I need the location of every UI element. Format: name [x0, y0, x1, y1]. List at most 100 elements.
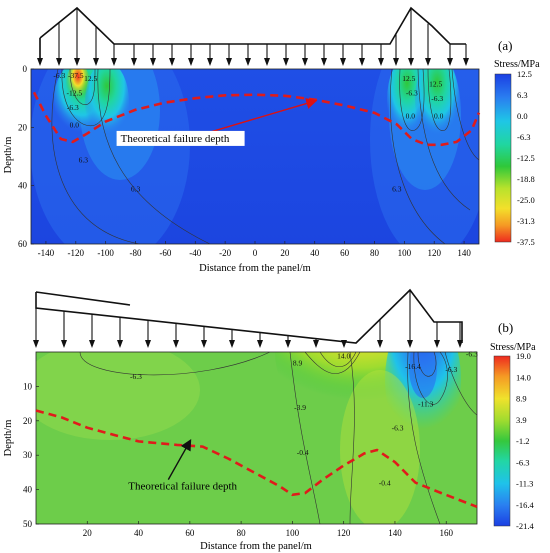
colorbar-title-b: Stress/MPa — [490, 342, 536, 353]
colorbar-tick-a-5: -18.8 — [517, 174, 535, 184]
colorbar-tick-a-8: -37.5 — [517, 237, 535, 247]
load-arrowhead-b-9 — [285, 340, 291, 348]
x-tick-label-a-3: -80 — [130, 248, 142, 258]
load-arrowhead-a-8 — [188, 58, 194, 66]
y-tick-label-b-0: 10 — [23, 381, 33, 391]
load-arrowhead-a-2 — [74, 58, 80, 66]
load-arrowhead-b-7 — [229, 340, 235, 348]
load-arrowhead-a-20 — [408, 58, 414, 66]
colorbar-tick-b-0: 19.0 — [516, 351, 531, 361]
y-axis-label-a: Depth/m — [3, 137, 14, 174]
y-axis-label-b: Depth/m — [3, 420, 14, 457]
colorbar-tick-b-4: -1.2 — [516, 436, 529, 446]
load-arrowhead-b-0 — [33, 340, 39, 348]
x-tick-label-b-4: 100 — [286, 528, 300, 538]
load-arrowhead-a-17 — [359, 58, 365, 66]
contour-label-b-1: 8.9 — [293, 358, 303, 367]
load-diagram-b — [35, 288, 463, 344]
load-arrowhead-a-19 — [393, 58, 399, 66]
y-tick-label-b-3: 40 — [23, 485, 33, 495]
load-arrowhead-b-2 — [89, 340, 95, 348]
plot-frame-b — [35, 351, 478, 525]
load-arrowhead-a-21 — [425, 58, 431, 66]
load-arrowhead-b-11 — [341, 340, 347, 348]
load-arrowhead-a-3 — [93, 58, 99, 66]
contour-label-a-14: 6.3 — [392, 185, 402, 194]
contour-label-b-7: -6.3 — [445, 365, 457, 374]
contour-label-a-13: 6.3 — [131, 185, 141, 194]
contour-label-a-9: -6.3 — [406, 88, 418, 97]
colorbar-tick-b-3: 3.9 — [516, 415, 527, 425]
contour-label-a-6: 6.3 — [79, 155, 89, 164]
contour-labels-b: -6.3 8.9 14.0 -3.9 -0.4 -16.4 -11.3 -6.3 -6.3 -0.… — [130, 350, 478, 488]
failure-depth-line-b — [35, 409, 478, 509]
panel-b: -6.3 8.9 14.0 -3.9 -0.4 -16.4 -11.3 -6.3 -6.3 -0.… — [3, 288, 536, 552]
contour-label-b-4: -0.4 — [297, 448, 309, 457]
x-tick-label-b-1: 40 — [134, 528, 144, 538]
contour-label-a-2: 12.5 — [84, 74, 97, 83]
y-tick-label-b-4: 50 — [23, 519, 33, 529]
x-tick-label-a-0: -140 — [38, 248, 55, 258]
x-tick-label-a-4: -60 — [159, 248, 171, 258]
x-axis-label-a: Distance from the panel/m — [199, 263, 311, 274]
contour-label-a-11: 0.0 — [406, 112, 416, 121]
contour-label-b-2: 14.0 — [337, 351, 350, 360]
colorbar-tick-a-0: 12.5 — [517, 69, 532, 79]
load-arrowhead-a-4 — [111, 58, 117, 66]
y-tick-label-b-1: 20 — [23, 416, 33, 426]
load-arrowhead-b-12 — [377, 340, 383, 348]
load-arrowhead-b-15 — [457, 340, 463, 348]
load-arrowhead-b-14 — [434, 340, 440, 348]
annotation-text-a: Theoretical failure depth — [121, 133, 230, 145]
load-arrows-a — [37, 8, 469, 66]
colorbar-tick-b-8: -21.4 — [516, 521, 534, 531]
contour-labels-a: -6.3 -37.5 12.5-12.5-6.30.06.312.512.5-6.3… — [53, 71, 443, 194]
x-tick-label-a-10: 60 — [340, 248, 350, 258]
x-tick-label-a-9: 40 — [310, 248, 320, 258]
colorbar-tick-b-2: 8.9 — [516, 394, 527, 404]
axes-a: -140 -120 -100 -80 -60 -40 -20 0 20 40 60 80 100 120 1… — [18, 64, 471, 258]
load-arrowhead-b-10 — [313, 340, 319, 348]
colorbar-tick-b-1: 14.0 — [516, 372, 531, 382]
stress-field-a — [31, 69, 479, 244]
load-arrowhead-a-22 — [447, 58, 453, 66]
load-arrowhead-a-0 — [37, 58, 43, 66]
load-arrowhead-a-5 — [131, 58, 137, 66]
load-arrowhead-a-23 — [463, 58, 469, 66]
colorbar-tick-a-3: -6.3 — [517, 132, 530, 142]
contour-label-a-3: -12.5 — [66, 88, 82, 97]
load-arrowhead-a-6 — [150, 58, 156, 66]
contour-label-b-3: -3.9 — [294, 403, 306, 412]
panel-label-a: (a) — [498, 38, 512, 53]
colorbar-tick-b-7: -16.4 — [516, 500, 534, 510]
stress-field-b — [36, 352, 477, 524]
panel-label-b: (b) — [498, 320, 513, 335]
x-tick-label-a-8: 20 — [280, 248, 290, 258]
colorbar-title-a: Stress/MPa — [494, 59, 540, 70]
colorbar-tick-a-4: -12.5 — [517, 153, 535, 163]
colorbar-a: Stress/MPa 12.5 6.3 0.0 -6.3 -12.5 -18.8 -25.0… — [494, 59, 540, 247]
load-arrows-b — [33, 290, 463, 348]
colorbar-tick-a-7: -31.3 — [517, 216, 535, 226]
load-arrowhead-b-8 — [257, 340, 263, 348]
colorbar-tick-a-2: 0.0 — [517, 111, 528, 121]
x-tick-label-a-1: -120 — [68, 248, 85, 258]
x-tick-label-a-12: 100 — [398, 248, 412, 258]
x-tick-label-a-2: -100 — [97, 248, 114, 258]
contour-label-a-7: 12.5 — [402, 74, 415, 83]
load-arrowhead-a-12 — [264, 58, 270, 66]
colorbar-tick-a-6: -25.0 — [517, 195, 535, 205]
load-arrowhead-b-1 — [61, 340, 67, 348]
y-tick-label-a-1: 20 — [18, 122, 28, 132]
colorbar-tick-b-5: -6.3 — [516, 457, 529, 467]
colorbar-tick-a-1: 6.3 — [517, 90, 528, 100]
annotation-b: Theoretical failure depth — [128, 439, 238, 493]
x-tick-label-a-14: 140 — [457, 248, 471, 258]
x-tick-label-b-2: 60 — [185, 528, 195, 538]
load-arrowhead-a-14 — [302, 58, 308, 66]
x-tick-label-b-5: 120 — [337, 528, 351, 538]
load-arrowhead-a-7 — [169, 58, 175, 66]
load-arrowhead-a-9 — [207, 58, 213, 66]
colorbar-tick-b-6: -11.3 — [516, 479, 533, 489]
